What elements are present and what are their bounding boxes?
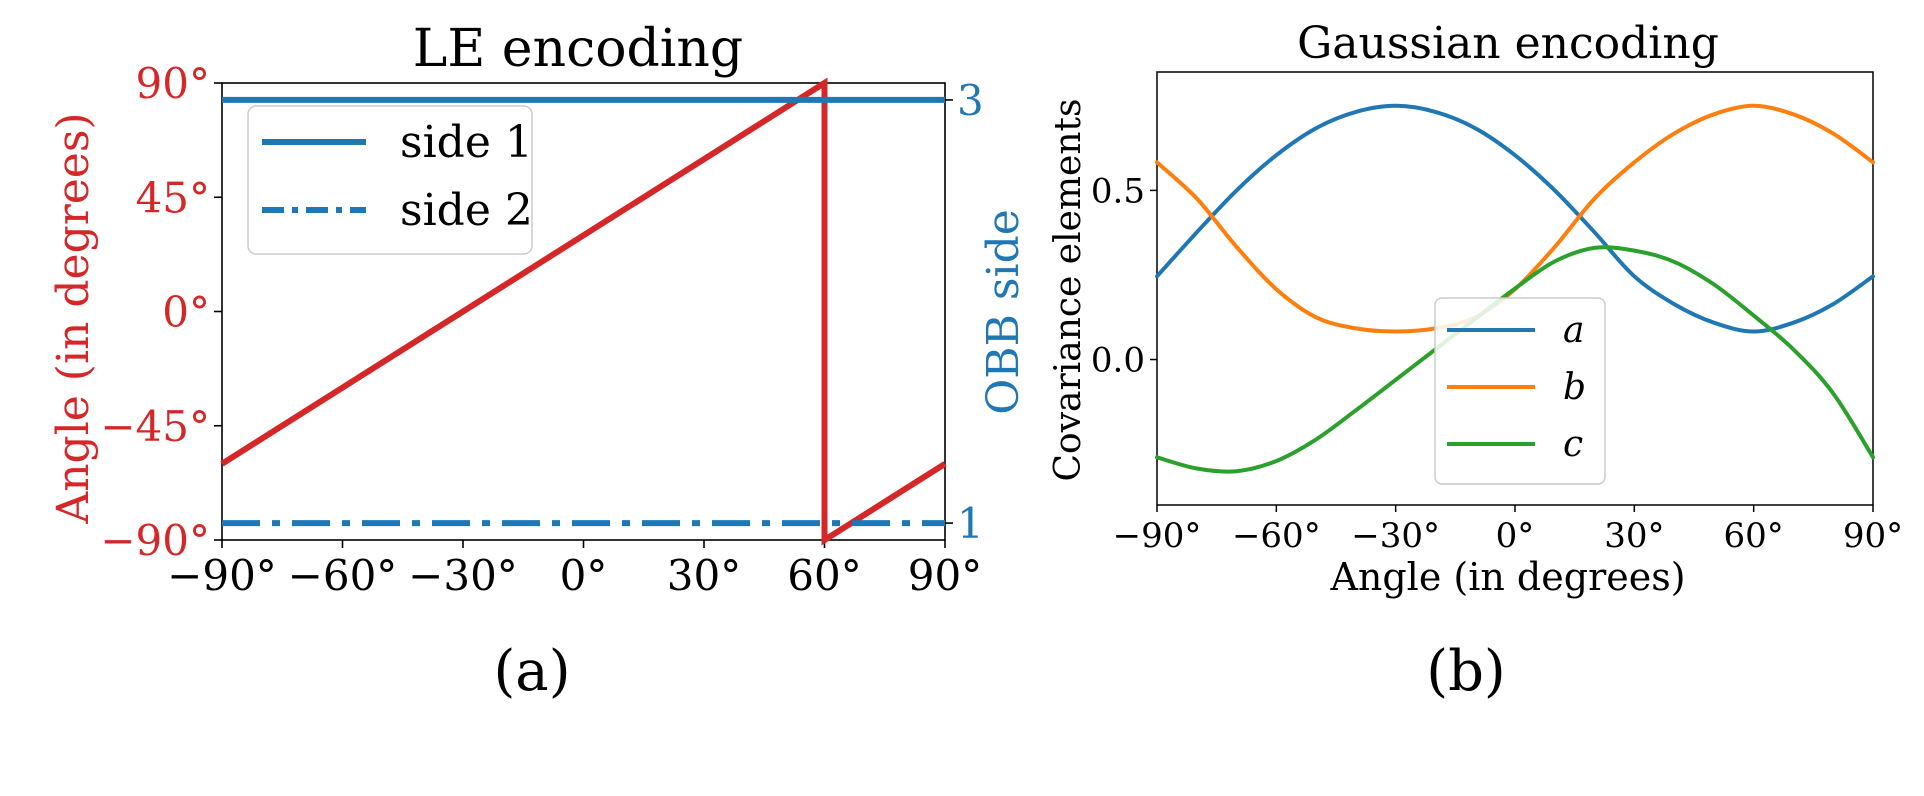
panel-a-y-tick-label: 90° <box>136 59 210 108</box>
panel-b-legend-label-b: b <box>1563 367 1586 408</box>
panel-b-series-a <box>1155 103 1875 334</box>
panel-a-label: (a) <box>493 639 570 704</box>
panel-a: LE encoding −90° −60° −30° 0° 30° 60° 90°90°45… <box>48 19 1029 704</box>
panel-b-legend-label-c: c <box>1563 424 1583 465</box>
panel-b-legend-label-a: a <box>1563 310 1584 351</box>
panel-b-x-tick-label: −90° <box>1113 516 1202 556</box>
panel-b-x-tick-label: 30° <box>1604 516 1664 556</box>
panel-b-title: Gaussian encoding <box>1297 18 1719 69</box>
panel-a-series-angle <box>220 77 947 546</box>
panel-a-y2-tick-label: 3 <box>957 76 984 125</box>
panel-a-y-tick-label: 45° <box>136 173 210 222</box>
panel-a-x-tick-label: 90° <box>908 551 982 600</box>
panel-a-x-tick-label: 60° <box>787 551 861 600</box>
panel-b-x-tick-label: −60° <box>1232 516 1321 556</box>
panel-b-y-tick-label: 0.0 <box>1091 341 1145 381</box>
panel-a-x-tick-label: −30° <box>408 551 518 600</box>
panel-a-legend-label-1: side 1 <box>400 117 533 168</box>
panel-a-x-tick-label: −90° <box>167 551 277 600</box>
panel-b: Gaussian encoding −90° −60° −30° 0° 30° 60° 90… <box>1048 18 1903 704</box>
panel-b-label: (b) <box>1426 639 1506 704</box>
panel-b-plot-area: −90° −60° −30° 0° 30° 60° 90° 0.5 0.0 abc <box>1091 71 1903 556</box>
panel-b-x-axis-label: Angle (in degrees) <box>1329 555 1685 599</box>
panel-b-x-tick-label: 60° <box>1724 516 1784 556</box>
panel-b-x-tick-label: 90° <box>1843 516 1903 556</box>
panel-a-y-tick-label: −45° <box>100 402 210 451</box>
panel-a-legend-label-2: side 2 <box>400 185 533 236</box>
panel-a-y-axis-label: Angle (in degrees) <box>48 112 99 524</box>
panel-b-y-tick-label: 0.5 <box>1091 171 1145 211</box>
panel-a-x-tick-label: 0° <box>560 551 608 600</box>
panel-b-series-c <box>1155 245 1875 474</box>
panel-a-x-tick-label: −60° <box>288 551 398 600</box>
panel-b-x-tick-label: 0° <box>1496 516 1535 556</box>
panel-a-y2-axis-label: OBB side <box>978 209 1029 415</box>
panel-a-x-tick-label: 30° <box>667 551 741 600</box>
panel-a-y2-tick-label: 1 <box>957 499 984 548</box>
panel-a-y-tick-label: −90° <box>100 516 210 565</box>
panel-b-legend-box <box>1434 297 1606 485</box>
panel-a-y-tick-label: 0° <box>162 288 210 337</box>
panel-b-y-axis-label: Covariance elements <box>1048 99 1089 482</box>
panel-b-x-tick-label: −30° <box>1351 516 1440 556</box>
panel-a-title: LE encoding <box>413 19 743 79</box>
panel-a-plot-area: −90° −60° −30° 0° 30° 60° 90°90°45°0°−45°−90°3… <box>100 59 983 600</box>
